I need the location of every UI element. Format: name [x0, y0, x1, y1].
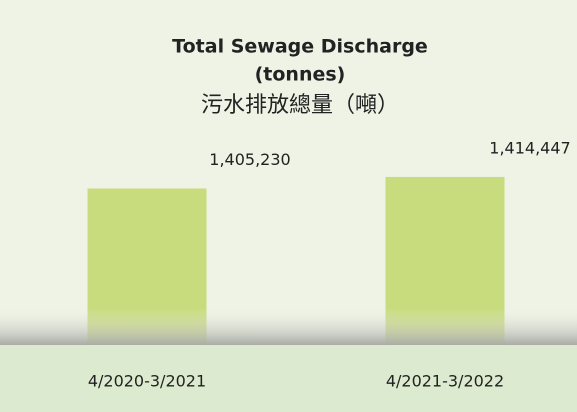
chart-title: 污水排放總量（噸）: [201, 93, 399, 118]
x-tick-label: 4/2020-3/2021: [88, 372, 206, 391]
data-label: 1,414,447: [489, 138, 570, 157]
data-label: 1,405,230: [209, 150, 290, 169]
floor: [0, 345, 577, 412]
x-tick-label: 4/2021-3/2022: [386, 372, 504, 391]
chart-title: Total Sewage Discharge: [172, 36, 428, 58]
floor-shadow: [0, 308, 577, 345]
chart-title: (tonnes): [255, 64, 346, 86]
